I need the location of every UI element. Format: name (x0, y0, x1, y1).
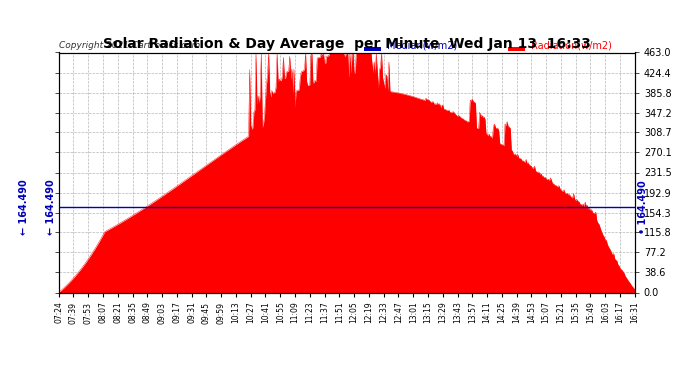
Text: Copyright 2021 Cartronics.com: Copyright 2021 Cartronics.com (59, 41, 201, 50)
Text: ← 164.490: ← 164.490 (19, 179, 29, 235)
Bar (364, 46, 382, 51)
Text: • 164.490: • 164.490 (638, 180, 648, 234)
Text: Radiation(w/m2): Radiation(w/m2) (531, 40, 612, 50)
Bar (508, 46, 525, 51)
Title: Solar Radiation & Day Average  per Minute  Wed Jan 13  16:33: Solar Radiation & Day Average per Minute… (103, 38, 591, 51)
Text: Median(w/m2): Median(w/m2) (387, 40, 457, 50)
Text: ← 164.490: ← 164.490 (46, 179, 56, 235)
